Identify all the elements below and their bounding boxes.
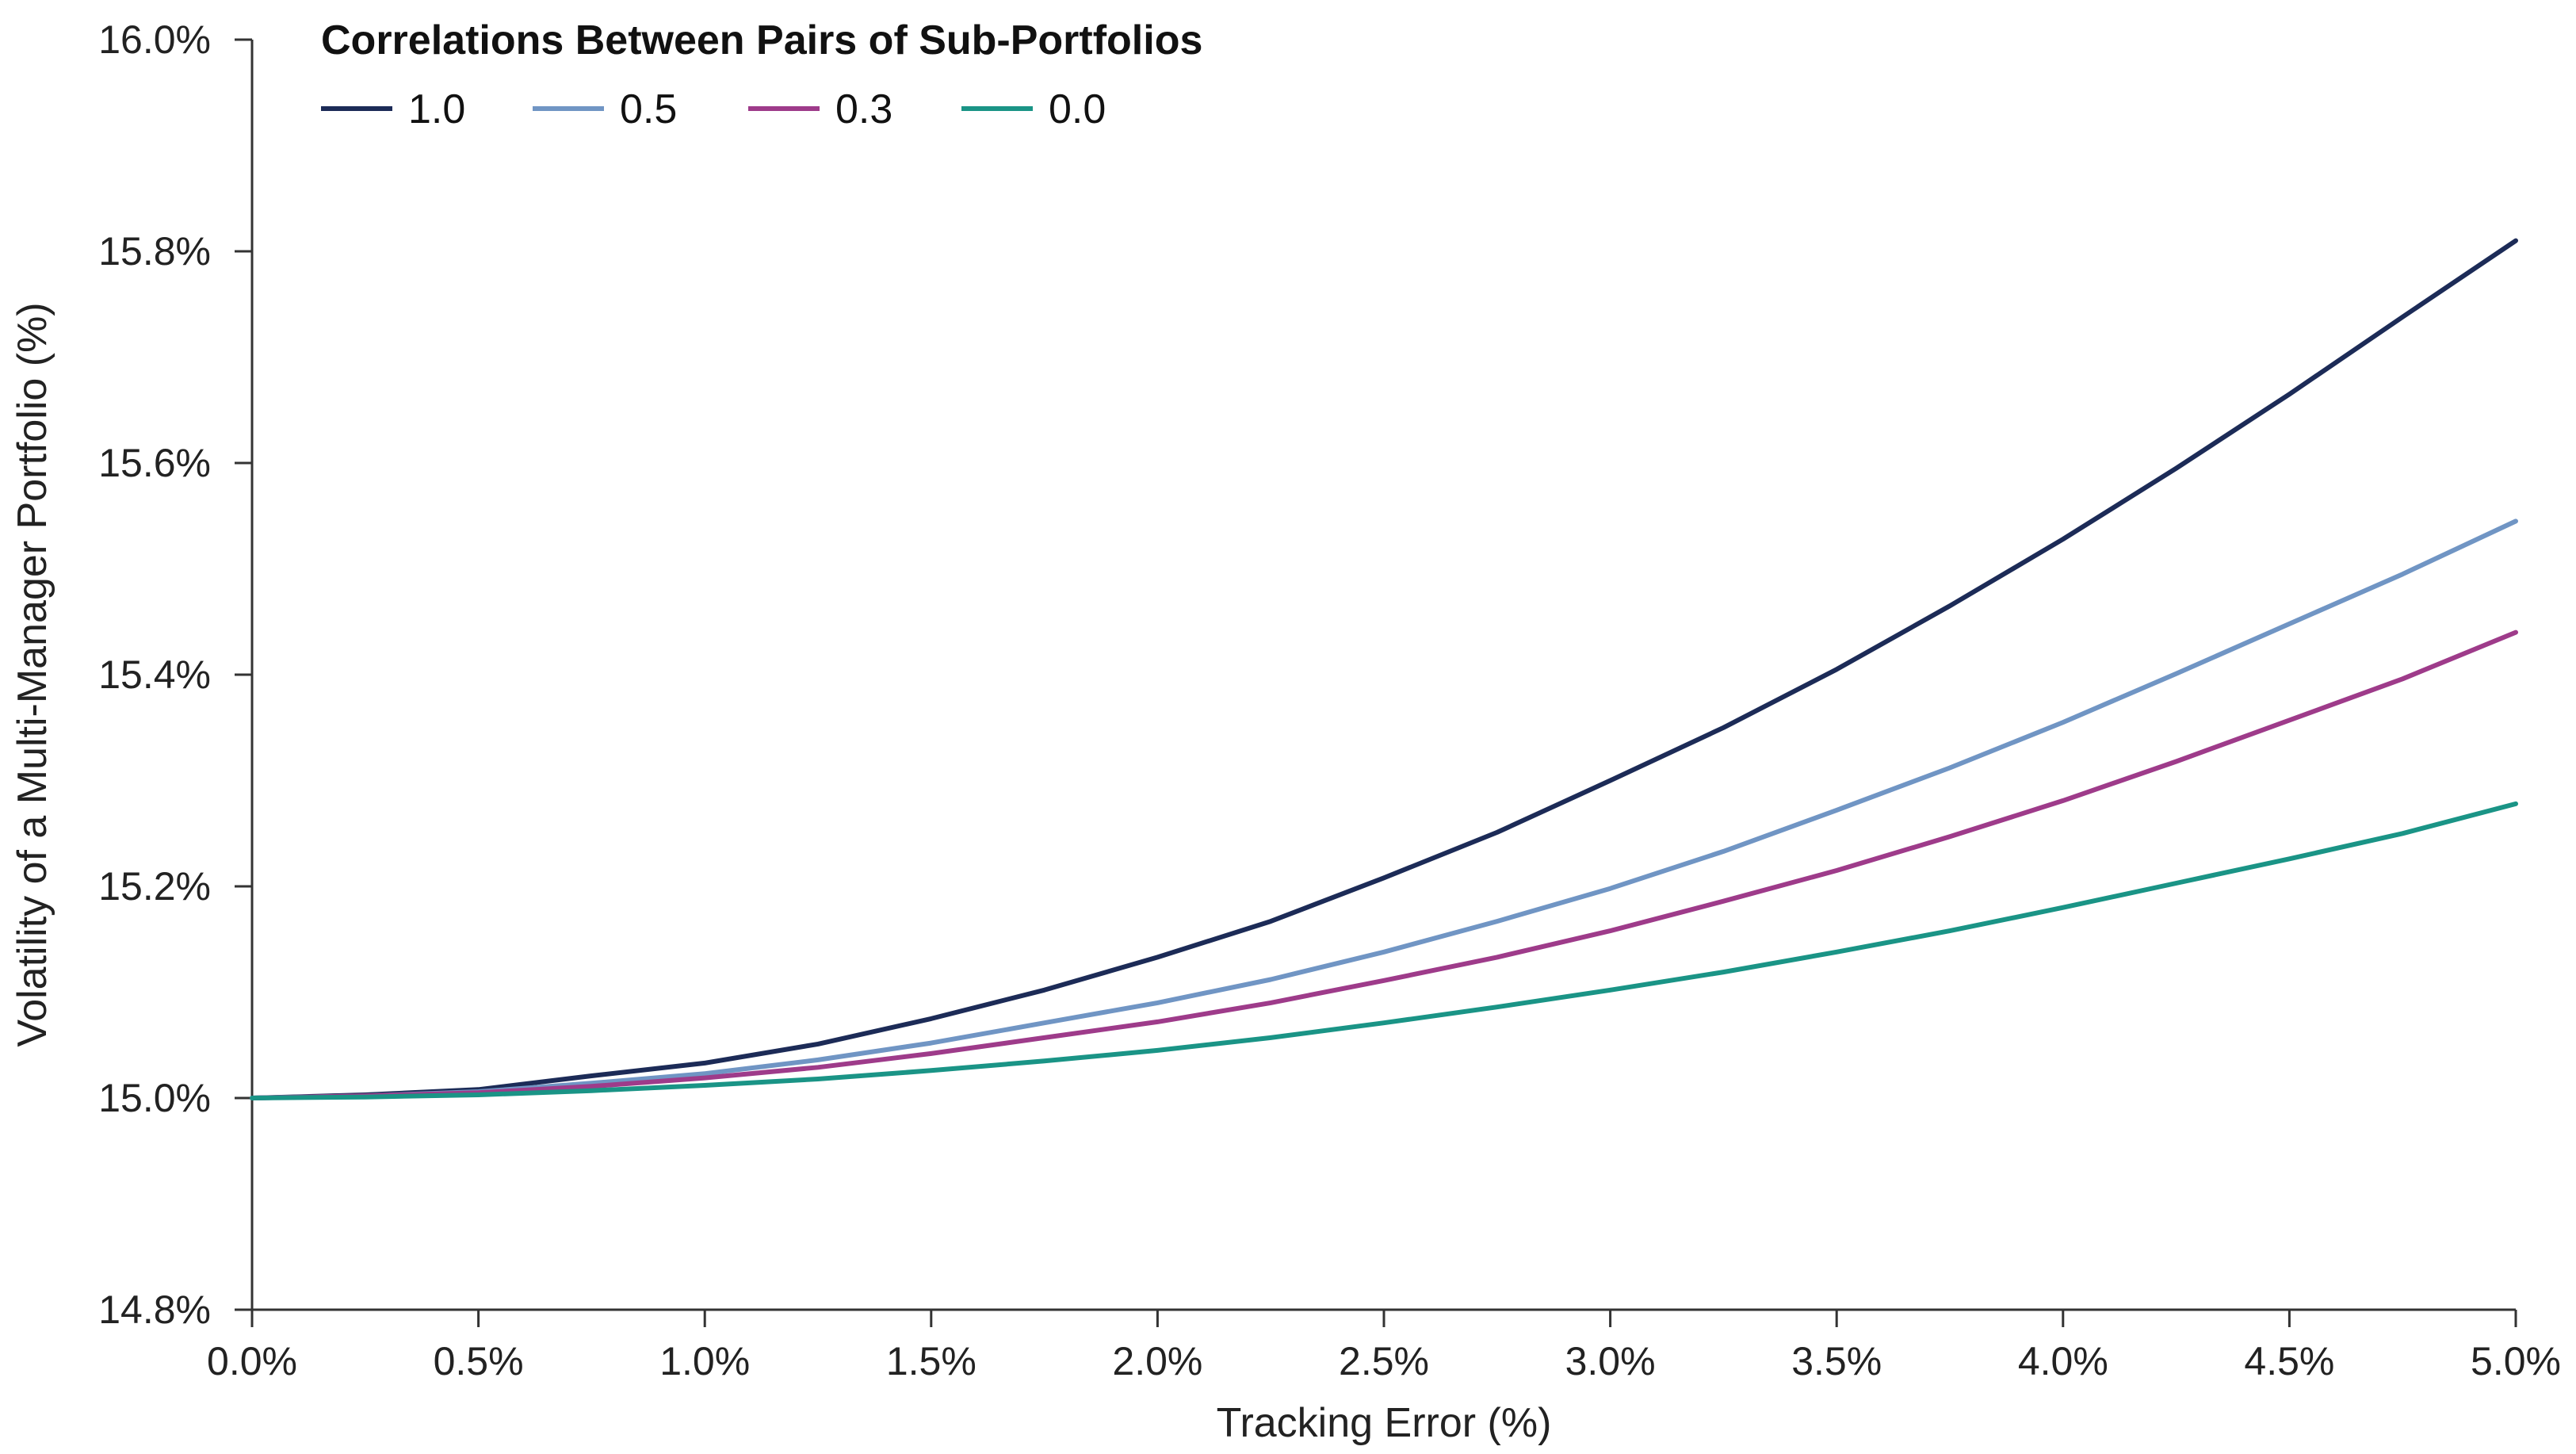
x-axis-ticks: 0.0% 0.5% 1.0% 1.5% 2.0% 2.5% 3.0% 3.5% 4.0% 4.5%… bbox=[207, 1310, 2561, 1383]
x-tick-label: 3.0% bbox=[1565, 1339, 1656, 1383]
legend-label: 1.0 bbox=[408, 86, 465, 132]
x-tick-label: 4.5% bbox=[2244, 1339, 2334, 1383]
y-tick-label: 15.4% bbox=[98, 652, 211, 697]
series-lines bbox=[250, 238, 2518, 1100]
axes: 14.8% 15.0% 15.2% 15.4% 15.6% 15.8% 16.0% 0.0%… bbox=[98, 17, 2561, 1383]
legend-title: Correlations Between Pairs of Sub-Portfo… bbox=[321, 17, 1202, 63]
series-line-0-3 bbox=[250, 629, 2518, 1100]
x-tick-label: 0.0% bbox=[207, 1339, 297, 1383]
x-tick-label: 5.0% bbox=[2471, 1339, 2561, 1383]
x-tick-label: 1.0% bbox=[659, 1339, 750, 1383]
legend-items: 1.0 0.5 0.3 0.0 bbox=[321, 86, 1106, 132]
y-tick-label: 15.6% bbox=[98, 441, 211, 485]
legend-label: 0.5 bbox=[620, 86, 677, 132]
legend-label: 0.0 bbox=[1049, 86, 1106, 132]
x-axis-title: Tracking Error (%) bbox=[1217, 1400, 1552, 1446]
y-axis-ticks: 14.8% 15.0% 15.2% 15.4% 15.6% 15.8% 16.0% bbox=[98, 17, 252, 1332]
legend-label: 0.3 bbox=[835, 86, 892, 132]
y-axis-title: Volatility of a Multi-Manager Portfolio … bbox=[10, 302, 55, 1046]
y-tick-label: 15.8% bbox=[98, 229, 211, 274]
series-line-0-0 bbox=[250, 801, 2518, 1100]
series-line-1-0 bbox=[250, 238, 2518, 1100]
x-tick-label: 2.0% bbox=[1112, 1339, 1202, 1383]
legend: Correlations Between Pairs of Sub-Portfo… bbox=[321, 17, 1202, 132]
x-tick-label: 2.5% bbox=[1339, 1339, 1429, 1383]
x-tick-label: 1.5% bbox=[886, 1339, 977, 1383]
x-tick-label: 4.0% bbox=[2018, 1339, 2108, 1383]
y-tick-label: 14.8% bbox=[98, 1288, 211, 1332]
y-tick-label: 15.2% bbox=[98, 864, 211, 909]
x-tick-label: 3.5% bbox=[1791, 1339, 1882, 1383]
x-tick-label: 0.5% bbox=[434, 1339, 524, 1383]
series-line-0-5 bbox=[250, 518, 2518, 1100]
y-tick-label: 16.0% bbox=[98, 17, 211, 62]
y-tick-label: 15.0% bbox=[98, 1076, 211, 1120]
